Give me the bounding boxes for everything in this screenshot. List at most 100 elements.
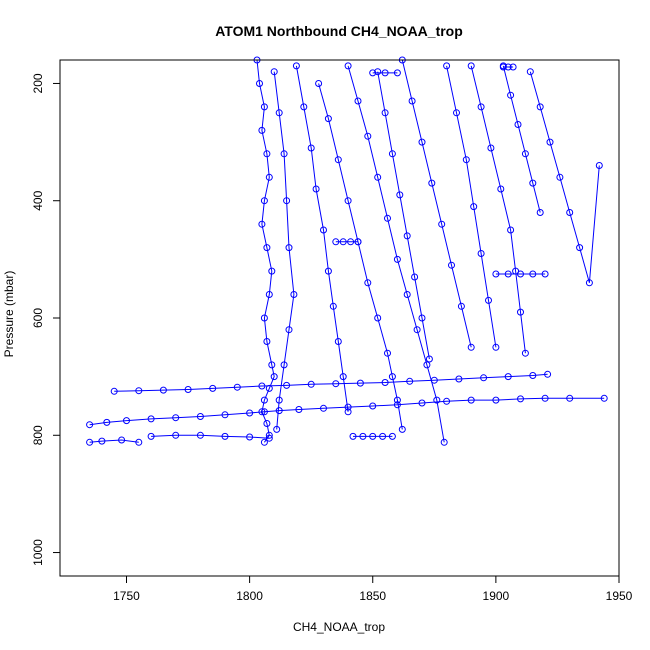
data-point xyxy=(258,220,266,228)
data-point xyxy=(339,373,347,381)
data-point xyxy=(273,425,281,433)
data-point xyxy=(307,380,315,388)
data-point xyxy=(455,375,463,383)
data-point xyxy=(374,173,382,181)
data-point xyxy=(265,173,273,181)
data-point xyxy=(507,226,515,234)
data-point xyxy=(529,270,537,278)
data-point xyxy=(477,103,485,111)
series-line xyxy=(151,434,270,439)
plot-frame xyxy=(59,59,620,577)
series-line xyxy=(273,71,295,430)
y-tick-label: 1000 xyxy=(31,539,45,566)
x-tick-label: 1900 xyxy=(483,589,510,603)
x-axis-title: CH4_NOAA_trop xyxy=(293,620,385,634)
data-point xyxy=(258,126,266,134)
y-tick-label: 600 xyxy=(31,308,45,328)
data-point xyxy=(374,68,382,76)
data-point xyxy=(492,270,500,278)
data-point xyxy=(546,138,554,146)
data-point xyxy=(110,387,118,395)
series-line xyxy=(401,59,472,348)
data-point xyxy=(265,431,273,439)
data-point xyxy=(283,381,291,389)
data-point xyxy=(268,361,276,369)
data-point xyxy=(536,103,544,111)
y-axis-title: Pressure (mbar) xyxy=(2,271,16,358)
data-point xyxy=(184,386,192,393)
data-point xyxy=(280,361,288,369)
data-point xyxy=(509,63,517,71)
data-point xyxy=(477,250,485,257)
data-point xyxy=(504,270,512,278)
data-point xyxy=(381,379,389,386)
data-point xyxy=(403,291,411,298)
data-point xyxy=(566,209,574,216)
data-point xyxy=(393,255,401,263)
data-point xyxy=(585,279,593,287)
series-line xyxy=(89,439,139,443)
data-point xyxy=(556,173,564,181)
series-line xyxy=(446,65,497,348)
data-point xyxy=(566,394,574,402)
data-point xyxy=(209,384,217,392)
data-point xyxy=(260,438,268,446)
data-point xyxy=(98,437,106,445)
data-point xyxy=(263,150,271,158)
data-point xyxy=(517,308,524,316)
data-point xyxy=(307,144,315,152)
data-point xyxy=(147,415,155,423)
data-point xyxy=(263,338,271,345)
data-point xyxy=(315,80,323,87)
chart-title: ATOM1 Northbound CH4_NOAA_trop xyxy=(215,23,463,39)
data-point xyxy=(324,115,332,123)
data-point xyxy=(347,238,355,246)
x-tick-label: 1950 xyxy=(606,589,633,603)
data-point xyxy=(514,121,522,128)
data-point xyxy=(263,244,271,252)
data-point xyxy=(332,238,340,246)
data-point xyxy=(290,291,298,298)
data-point xyxy=(526,68,534,76)
series-line xyxy=(89,397,605,426)
data-point xyxy=(364,132,372,140)
data-point xyxy=(425,355,433,363)
data-point xyxy=(86,421,94,429)
data-point xyxy=(147,432,155,440)
series-line xyxy=(295,65,349,412)
series-line xyxy=(114,373,548,392)
data-point xyxy=(485,296,492,304)
data-point xyxy=(344,408,352,416)
data-point xyxy=(443,397,451,405)
data-point xyxy=(329,302,337,310)
data-point xyxy=(413,326,421,334)
data-point xyxy=(233,383,241,391)
data-point xyxy=(258,382,266,390)
data-marks xyxy=(86,56,608,446)
data-point xyxy=(462,156,470,164)
data-point xyxy=(398,425,406,433)
data-point xyxy=(381,109,389,117)
data-point xyxy=(384,349,391,357)
data-point xyxy=(258,408,266,416)
data-point xyxy=(344,62,352,70)
series-line xyxy=(347,65,445,443)
data-point xyxy=(470,203,478,211)
data-point xyxy=(396,191,404,199)
data-point xyxy=(320,404,327,412)
data-point xyxy=(388,432,396,440)
data-point xyxy=(443,62,451,70)
data-point xyxy=(388,373,396,381)
series-line xyxy=(318,83,403,430)
data-point xyxy=(536,209,544,216)
data-point xyxy=(265,384,273,392)
data-point xyxy=(283,197,291,205)
data-point xyxy=(263,420,271,427)
data-point xyxy=(467,62,475,70)
data-point xyxy=(418,399,426,407)
data-point xyxy=(334,156,342,164)
data-point xyxy=(339,238,347,246)
data-point xyxy=(374,314,382,322)
data-point xyxy=(384,214,391,222)
data-point xyxy=(544,370,552,378)
